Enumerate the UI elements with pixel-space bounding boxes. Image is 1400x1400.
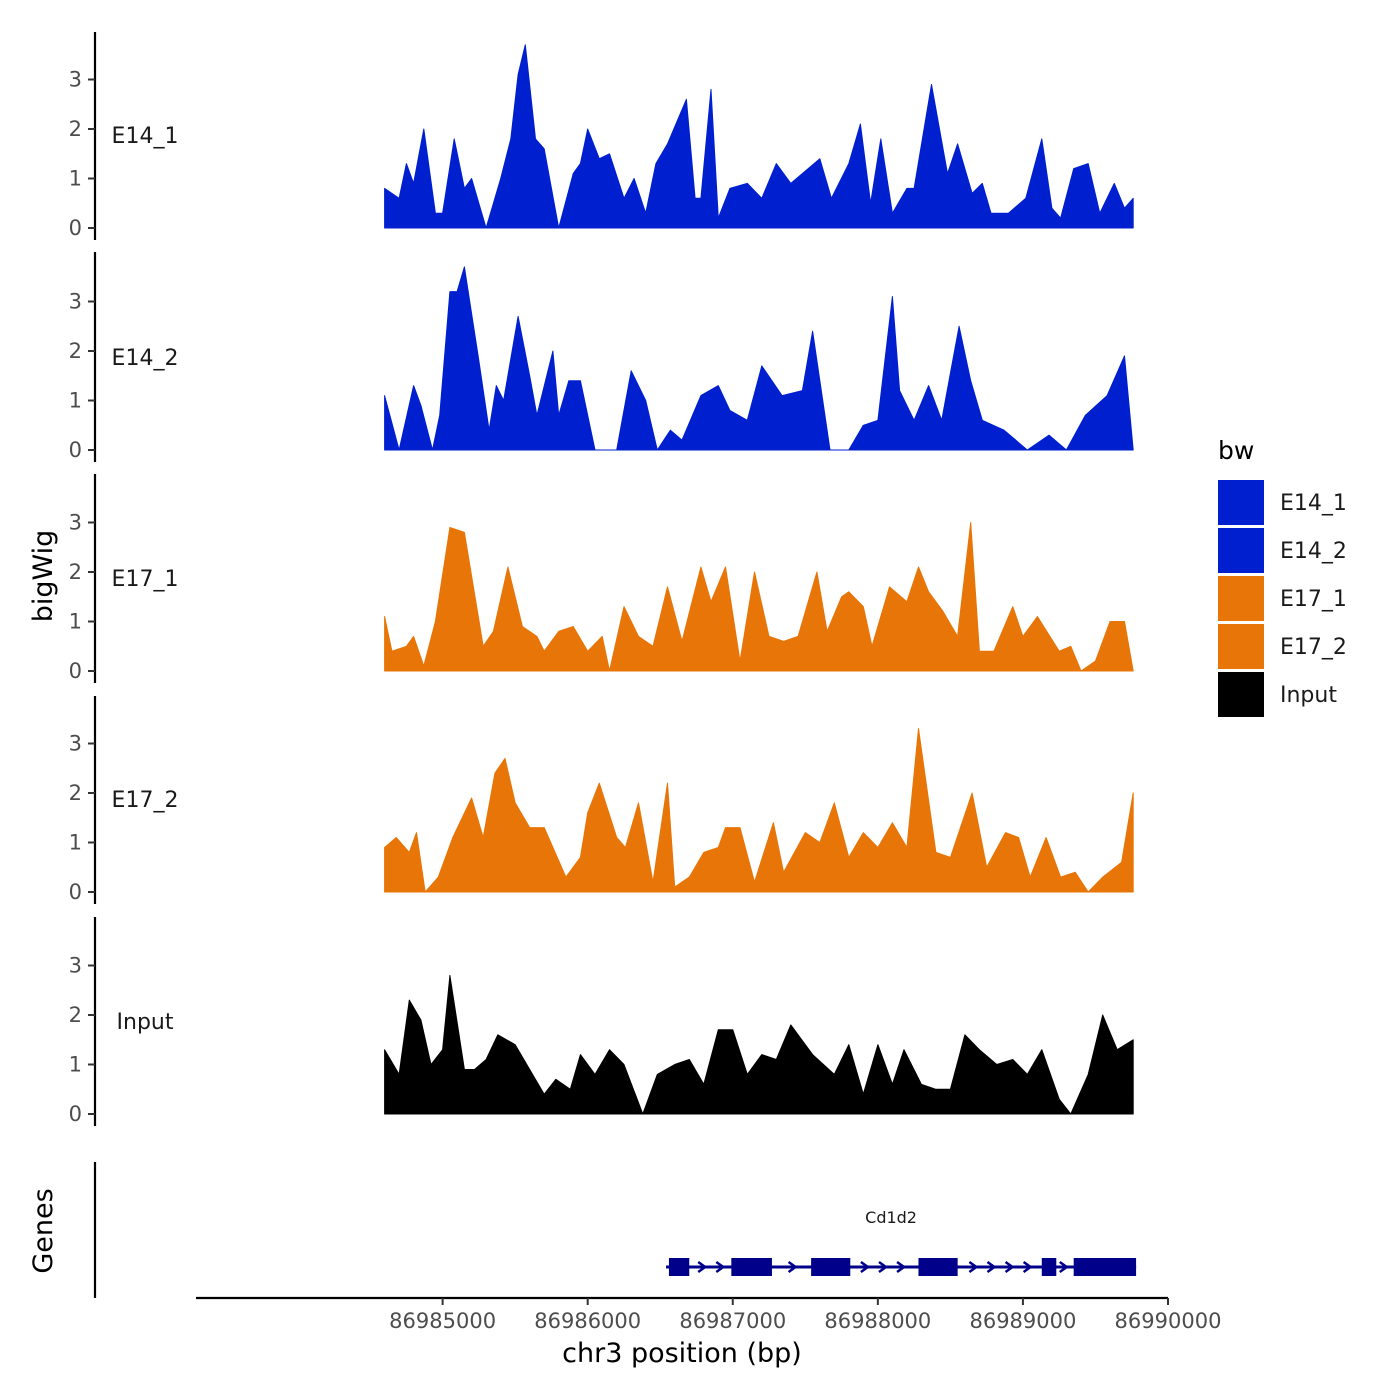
x-axis: 86985000 86986000 86987000 86988000 86989000… xyxy=(196,1296,1222,1333)
coverage-tracks: 0 1 2 3 E14_1 0 1 2 3 E14_2 0 1 2 3 E17_1 0 1 2 3 E17_2 0 1 2 3… xyxy=(69,32,1134,1126)
y-tick-label: 3 xyxy=(69,732,82,756)
legend-swatch xyxy=(1218,672,1264,717)
gene-name-label: Cd1d2 xyxy=(865,1208,917,1227)
x-tick-label: 86987000 xyxy=(679,1309,786,1333)
y-tick-label: 1 xyxy=(69,831,82,855)
y-tick-label: 3 xyxy=(69,954,82,978)
legend-label: E17_1 xyxy=(1280,587,1347,612)
y-axis-title: bigWig xyxy=(28,530,59,623)
strand-arrow xyxy=(986,1260,997,1274)
y-tick-label: 0 xyxy=(69,880,82,904)
gene-exon xyxy=(668,1258,690,1276)
strand-arrow xyxy=(896,1260,907,1274)
track-label: E14_2 xyxy=(112,346,179,371)
legend-swatch xyxy=(1218,624,1264,669)
track-E17_2: 0 1 2 3 E17_2 xyxy=(69,696,1134,904)
y-tick-label: 2 xyxy=(69,117,82,141)
y-tick-label: 3 xyxy=(69,511,82,535)
legend-entry: E14_2 xyxy=(1218,528,1347,573)
legend-swatch xyxy=(1218,480,1264,525)
x-axis-title: chr3 position (bp) xyxy=(562,1338,802,1369)
y-tick-label: 1 xyxy=(69,1053,82,1077)
y-tick-label: 2 xyxy=(69,1003,82,1027)
track-label: Input xyxy=(117,1010,174,1035)
x-tick-label: 86985000 xyxy=(389,1309,496,1333)
gene-exon xyxy=(731,1258,772,1276)
track-E14_2: 0 1 2 3 E14_2 xyxy=(69,252,1134,462)
x-tick-label: 86986000 xyxy=(534,1309,641,1333)
y-tick-label: 0 xyxy=(69,438,82,462)
strand-arrow xyxy=(878,1260,889,1274)
y-tick-label: 0 xyxy=(69,216,82,240)
y-tick-label: 3 xyxy=(69,290,82,314)
strand-arrow xyxy=(715,1260,726,1274)
strand-arrow xyxy=(1059,1260,1069,1274)
legend-swatch xyxy=(1218,528,1264,573)
track-E17_1: 0 1 2 3 E17_1 xyxy=(69,474,1134,683)
legend-title: bw xyxy=(1218,436,1254,465)
track-label: E14_1 xyxy=(112,124,179,149)
strand-arrow xyxy=(1004,1260,1015,1274)
y-tick-label: 2 xyxy=(69,339,82,363)
strand-arrow xyxy=(787,1260,798,1274)
track-Input: 0 1 2 3 Input xyxy=(69,917,1134,1126)
legend-entry: E14_1 xyxy=(1218,480,1347,525)
y-tick-label: 0 xyxy=(69,659,82,683)
gene-track: Cd1d2 xyxy=(93,1162,1137,1298)
y-tick-label: 1 xyxy=(69,610,82,634)
coverage-area xyxy=(384,266,1134,451)
legend-entry: Input xyxy=(1218,672,1337,717)
legend-label: Input xyxy=(1280,683,1337,708)
gene-exon xyxy=(918,1258,958,1276)
y-tick-label: 2 xyxy=(69,560,82,584)
gene-exon xyxy=(811,1258,851,1276)
x-tick-label: 86989000 xyxy=(969,1309,1076,1333)
track-label: E17_1 xyxy=(112,567,179,592)
gene-exon xyxy=(1073,1258,1137,1276)
track-E14_1: 0 1 2 3 E14_1 xyxy=(69,32,1134,240)
coverage-area xyxy=(384,44,1134,229)
legend: bw E14_1 E14_2 E17_1 E17_2 Input xyxy=(1218,436,1347,717)
legend-label: E17_2 xyxy=(1280,635,1347,660)
strand-arrow xyxy=(1022,1260,1033,1274)
genes-track-title: Genes xyxy=(28,1188,59,1273)
y-tick-label: 1 xyxy=(69,167,82,191)
legend-label: E14_1 xyxy=(1280,491,1347,516)
legend-entry: E17_1 xyxy=(1218,576,1347,621)
coverage-area xyxy=(384,974,1134,1115)
strand-arrow xyxy=(860,1260,871,1274)
legend-label: E14_2 xyxy=(1280,539,1347,564)
y-tick-label: 1 xyxy=(69,389,82,413)
x-tick-label: 86988000 xyxy=(824,1309,931,1333)
x-tick-label: 86990000 xyxy=(1115,1309,1222,1333)
legend-swatch xyxy=(1218,576,1264,621)
y-tick-label: 0 xyxy=(69,1102,82,1126)
gene-exon xyxy=(1041,1258,1057,1276)
legend-entry: E17_2 xyxy=(1218,624,1347,669)
y-tick-label: 2 xyxy=(69,781,82,805)
y-tick-label: 3 xyxy=(69,68,82,92)
coverage-area xyxy=(384,728,1134,893)
strand-arrow xyxy=(697,1260,708,1274)
strand-arrow xyxy=(968,1260,979,1274)
coverage-area xyxy=(384,522,1134,672)
track-label: E17_2 xyxy=(112,788,179,813)
